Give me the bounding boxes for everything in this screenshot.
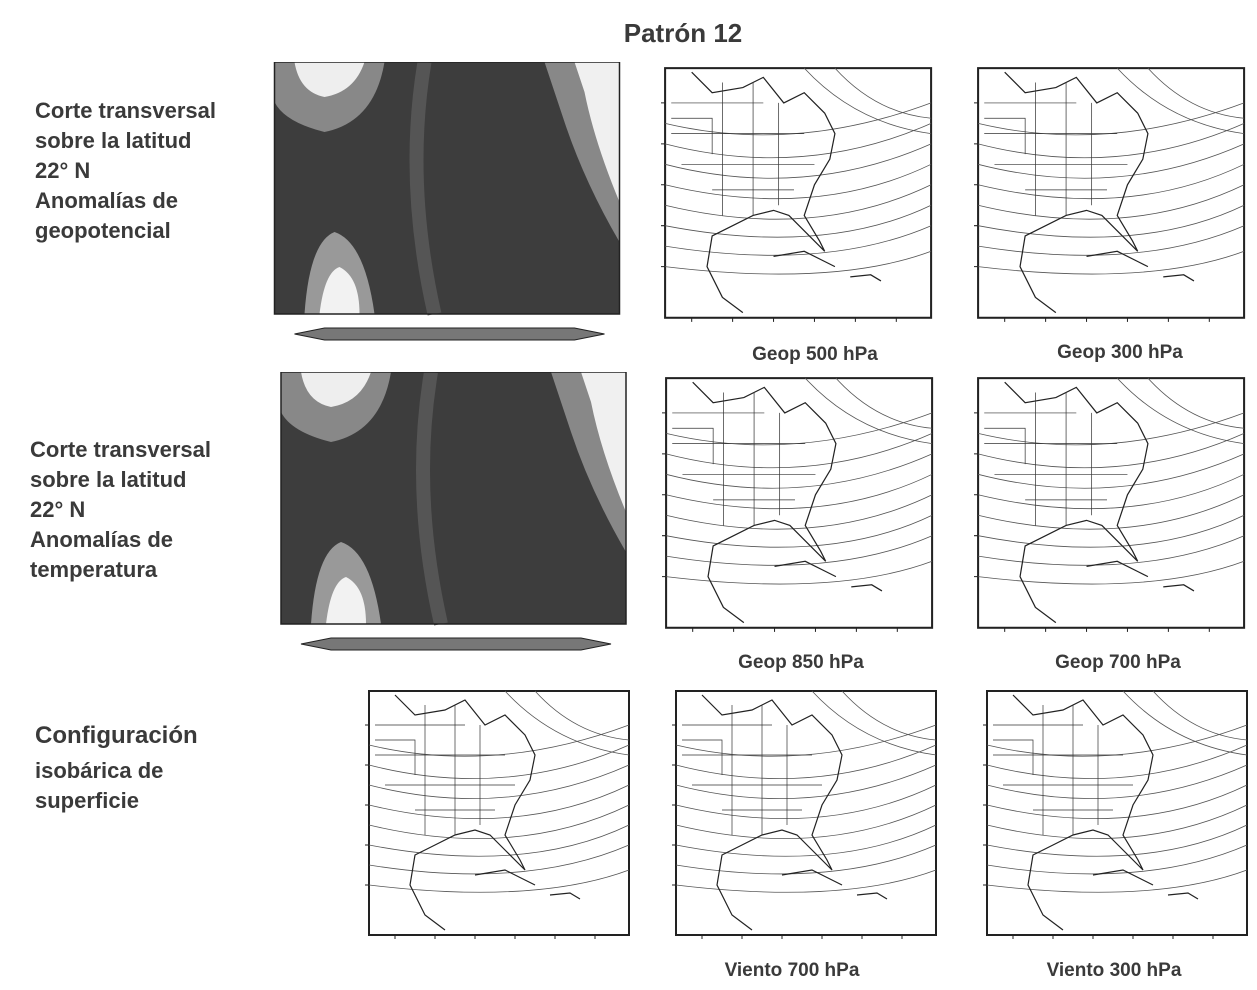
label-line: 22° N — [30, 497, 85, 522]
label-line: temperatura — [30, 557, 158, 582]
label-line: sobre la latitud — [30, 467, 186, 492]
label-line: Configuración — [35, 722, 198, 749]
caption: Geop 850 hPa — [738, 652, 864, 673]
caption: Geop 300 hPa — [1057, 342, 1183, 363]
label-line: Corte transversal — [35, 98, 216, 123]
label-line: superficie — [35, 788, 139, 813]
row-label: Corte transversal sobre la latitud 22° N… — [35, 98, 216, 243]
page: { "title": "Patrón 12", "rows": [ {"labe… — [0, 0, 1257, 985]
label-line: Anomalías de — [35, 188, 178, 213]
map — [651, 62, 937, 328]
label-line: 22° N — [35, 158, 90, 183]
caption: Geop 500 hPa — [752, 344, 878, 365]
map — [652, 372, 938, 638]
label-line: geopotencial — [35, 218, 171, 243]
cross-section — [281, 372, 626, 650]
map — [964, 62, 1250, 328]
label-line: Corte transversal — [30, 437, 211, 462]
label-line: Anomalías de — [30, 527, 173, 552]
caption: Viento 700 hPa — [725, 960, 860, 981]
map — [355, 685, 635, 945]
row-label: Corte transversal sobre la latitud 22° N… — [30, 437, 211, 582]
map — [973, 685, 1253, 945]
row-label: Configuración isobárica de superficie — [35, 722, 198, 813]
caption: Viento 300 hPa — [1047, 960, 1182, 981]
caption: Geop 700 hPa — [1055, 652, 1181, 673]
label-line: isobárica de — [35, 758, 163, 783]
title: Patrón 12 — [624, 18, 743, 48]
label-line: sobre la latitud — [35, 128, 191, 153]
map — [662, 685, 942, 945]
map — [964, 372, 1250, 638]
figure: Patrón 12 Corte transversal sobre la lat… — [0, 0, 1257, 985]
cross-section — [275, 62, 620, 340]
